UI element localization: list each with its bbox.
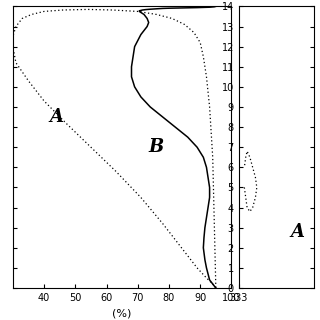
Text: A: A: [50, 108, 64, 126]
Text: A: A: [290, 223, 304, 241]
X-axis label: (%): (%): [112, 308, 132, 318]
Text: B: B: [149, 138, 164, 156]
